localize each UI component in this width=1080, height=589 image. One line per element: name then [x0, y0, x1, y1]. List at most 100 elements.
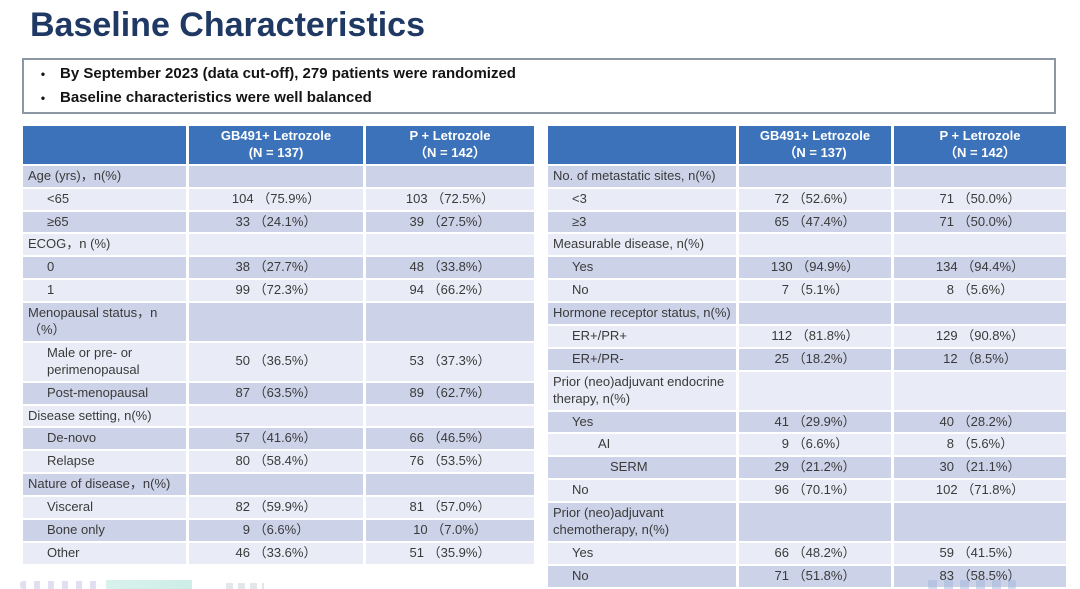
header-cell-arm: P + Letrozole （N = 142）: [894, 126, 1066, 164]
bullet-text: Baseline characteristics were well balan…: [60, 88, 372, 106]
row-value: [189, 405, 363, 427]
category-row: ECOG，n (%): [23, 234, 534, 256]
category-row: Prior (neo)adjuvant endocrine therapy, n…: [548, 371, 1066, 410]
page-title: Baseline Characteristics: [30, 6, 425, 44]
table-row: Yes 130 （94.9%） 134 （94.4%）: [548, 257, 1066, 279]
row-label: ≥3: [548, 211, 736, 233]
header-arm-name: [25, 128, 184, 145]
row-value: [366, 303, 534, 341]
row-label: No: [548, 280, 736, 302]
row-value: [739, 371, 891, 410]
table-row: Post-menopausal 87 （63.5%） 89 （62.7%）: [23, 382, 534, 404]
table-header-row: GB491+ Letrozole (N = 137) P + Letrozole （N…: [23, 126, 534, 164]
row-value: 10 （7.0%）: [366, 520, 534, 541]
table-row: 0 38 （27.7%） 48 （33.8%）: [23, 257, 534, 279]
row-value: 50 （36.5%）: [189, 342, 363, 381]
row-value: 9 （6.6%）: [739, 434, 891, 456]
table-row: Visceral 82 （59.9%） 81 （57.0%）: [23, 497, 534, 519]
header-arm-n: （N = 142）: [414, 144, 486, 160]
row-value: 65 （47.4%）: [739, 211, 891, 233]
header-arm-n: [550, 145, 734, 162]
summary-bullet-box: • By September 2023 (data cut-off), 279 …: [22, 58, 1056, 114]
row-value: 25 （18.2%）: [739, 348, 891, 370]
row-value: 80 （58.4%）: [189, 451, 363, 473]
row-label: ER+/PR-: [548, 348, 736, 370]
row-value: 48 （33.8%）: [366, 257, 534, 279]
table-header-row: GB491+ Letrozole （N = 137) P + Letrozole （N…: [548, 126, 1066, 164]
table-row: ≥3 65 （47.4%） 71 （50.0%）: [548, 211, 1066, 233]
row-value: 81 （57.0%）: [366, 497, 534, 519]
row-label: Prior (neo)adjuvant chemotherapy, n(%): [548, 503, 736, 541]
row-value: 99 （72.3%）: [189, 280, 363, 302]
row-value: 96 （70.1%）: [739, 480, 891, 502]
row-value: 76 （53.5%）: [366, 451, 534, 473]
row-value: [894, 371, 1066, 410]
category-row: Disease setting, n(%): [23, 405, 534, 427]
row-value: 12 （8.5%）: [894, 348, 1066, 370]
row-label: Relapse: [23, 451, 186, 473]
row-value: 130 （94.9%）: [739, 257, 891, 279]
row-value: 129 （90.8%）: [894, 326, 1066, 347]
row-value: 46 （33.6%）: [189, 542, 363, 564]
logo-fragment-left: [20, 581, 98, 589]
row-label: ≥65: [23, 211, 186, 233]
bullet-item: • Baseline characteristics were well bal…: [24, 88, 1054, 108]
row-label: Yes: [548, 257, 736, 279]
row-value: 87 （63.5%）: [189, 382, 363, 404]
category-row: Nature of disease，n(%): [23, 474, 534, 496]
header-arm-name: P + Letrozole: [409, 128, 491, 143]
row-value: [189, 165, 363, 187]
row-label: <65: [23, 188, 186, 210]
category-row: Age (yrs)，n(%): [23, 165, 534, 187]
table-row: Male or pre- or perimenopausal 50 （36.5%）…: [23, 342, 534, 381]
row-value: [366, 165, 534, 187]
header-arm-name: P + Letrozole: [939, 128, 1021, 143]
table-row: Yes 66 （48.2%） 59 （41.5%）: [548, 542, 1066, 564]
header-arm-n: （N = 137): [783, 144, 847, 160]
table-row: <3 72 （52.6%） 71 （50.0%）: [548, 188, 1066, 210]
row-label: Male or pre- or perimenopausal: [23, 342, 186, 381]
row-label: SERM: [548, 457, 736, 479]
row-value: 41 （29.9%）: [739, 411, 891, 433]
category-row: Prior (neo)adjuvant chemotherapy, n(%): [548, 503, 1066, 541]
row-value: [189, 303, 363, 341]
row-label: Disease setting, n(%): [23, 405, 186, 427]
row-value: [894, 303, 1066, 325]
row-value: 8 （5.6%）: [894, 434, 1066, 456]
table-row: Yes 41 （29.9%） 40 （28.2%）: [548, 411, 1066, 433]
header-cell-empty: [23, 126, 186, 164]
category-row: No. of metastatic sites, n(%): [548, 165, 1066, 187]
header-arm-n: [25, 145, 184, 162]
row-value: 57 （41.6%）: [189, 428, 363, 450]
header-arm-name: [550, 128, 734, 145]
table-row: De-novo 57 （41.6%） 66 （46.5%）: [23, 428, 534, 450]
table-row: ER+/PR+ 112 （81.8%） 129 （90.8%）: [548, 326, 1066, 347]
header-arm-n: （N = 142）: [944, 144, 1016, 160]
row-value: 82 （59.9%）: [189, 497, 363, 519]
row-value: 71 （51.8%）: [739, 565, 891, 587]
row-label: Measurable disease, n(%): [548, 234, 736, 256]
table-row: SERM 29 （21.2%） 30 （21.1%）: [548, 457, 1066, 479]
bullet-text: By September 2023 (data cut-off), 279 pa…: [60, 65, 516, 83]
table-row: Other 46 （33.6%） 51 （35.9%）: [23, 542, 534, 564]
row-value: 66 （46.5%）: [366, 428, 534, 450]
row-value: [366, 234, 534, 256]
row-label: Nature of disease，n(%): [23, 474, 186, 496]
baseline-table-right: GB491+ Letrozole （N = 137) P + Letrozole （N…: [545, 124, 1069, 589]
table-row: No 7 （5.1%） 8 （5.6%）: [548, 280, 1066, 302]
row-value: 134 （94.4%）: [894, 257, 1066, 279]
row-value: 103 （72.5%）: [366, 188, 534, 210]
row-label: No: [548, 565, 736, 587]
row-value: 9 （6.6%）: [189, 520, 363, 541]
row-value: 71 （50.0%）: [894, 188, 1066, 210]
row-label: 1: [23, 280, 186, 302]
row-value: 66 （48.2%）: [739, 542, 891, 564]
row-value: 83 （58.5%）: [894, 565, 1066, 587]
table-row: Bone only 9 （6.6%） 10 （7.0%）: [23, 520, 534, 541]
row-value: [739, 303, 891, 325]
row-value: 89 （62.7%）: [366, 382, 534, 404]
category-row: Measurable disease, n(%): [548, 234, 1066, 256]
baseline-table-left: GB491+ Letrozole (N = 137) P + Letrozole （N…: [20, 124, 537, 566]
row-label: Bone only: [23, 520, 186, 541]
